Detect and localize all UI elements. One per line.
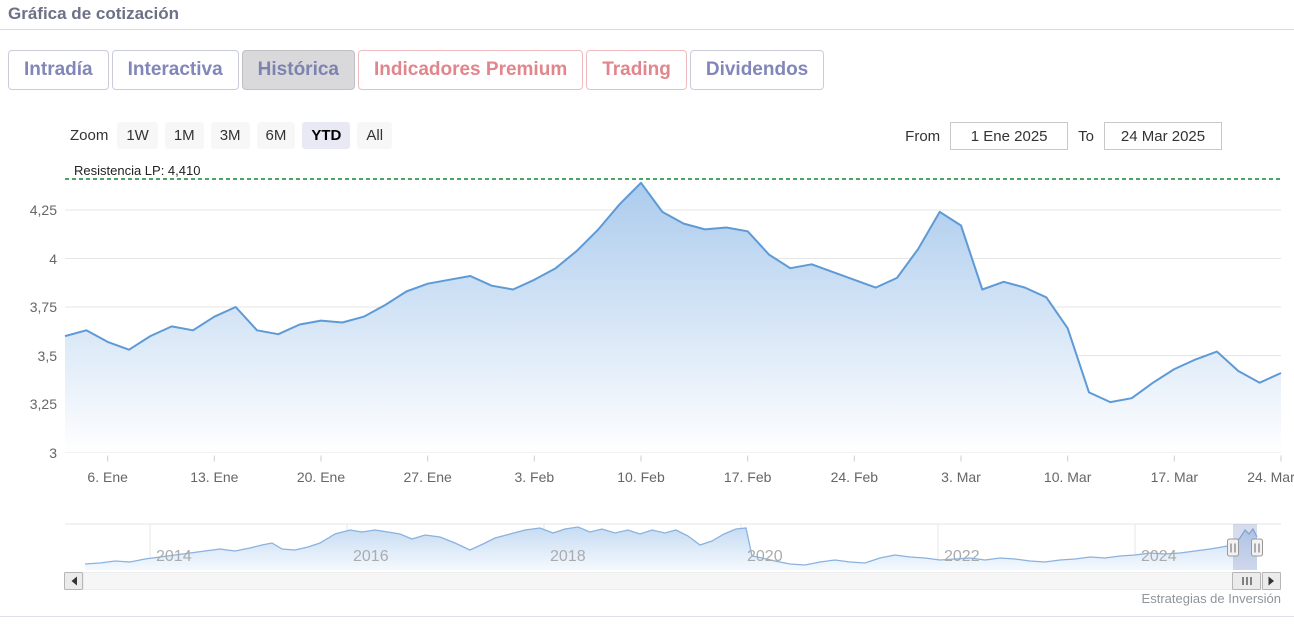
navigator-area xyxy=(85,527,1257,570)
attribution-text: Estrategias de Inversión xyxy=(1141,591,1281,606)
price-line xyxy=(64,181,1282,404)
y-axis-label-3,5: 3,5 xyxy=(37,347,57,364)
y-axis-label-3,25: 3,25 xyxy=(29,396,57,412)
tab-interactiva[interactable]: Interactiva xyxy=(111,50,239,90)
year-label-2022: 2022 xyxy=(944,548,980,565)
zoom-buttons: 1W 1M 3M 6M YTD All xyxy=(117,122,393,149)
x-axis-label-3.-mar: 3. Mar xyxy=(941,469,981,485)
x-axis-label-20.-ene: 20. Ene xyxy=(296,469,346,485)
navigator-handle-left[interactable] xyxy=(1227,538,1239,557)
x-axis-label-6.-ene: 6. Ene xyxy=(87,469,128,485)
tab-historica[interactable]: Histórica xyxy=(241,50,355,90)
zoom-button-1w[interactable]: 1W xyxy=(117,122,158,149)
from-label: From xyxy=(905,127,941,145)
x-axis-label-24.-feb: 24. Feb xyxy=(830,469,879,485)
zoom-preset-row: Zoom 1W 1M 3M 6M YTD All xyxy=(70,122,393,149)
year-label-2024: 2024 xyxy=(1141,548,1177,565)
x-axis-label-17.-mar: 17. Mar xyxy=(1150,469,1199,485)
bottom-divider xyxy=(0,616,1294,617)
y-axis-label-3: 3 xyxy=(49,444,57,461)
zoom-button-1m[interactable]: 1M xyxy=(164,122,204,149)
y-axis-label-4: 4 xyxy=(49,250,57,267)
resistance-annotation-label: Resistencia LP: 4,410 xyxy=(74,162,201,178)
navigator-line xyxy=(84,526,1258,566)
zoom-button-3m[interactable]: 3M xyxy=(210,122,250,149)
scrollbar-left-arrow-icon xyxy=(71,576,77,586)
x-axis-label-3.-feb: 3. Feb xyxy=(514,469,555,485)
tab-dividendos[interactable]: Dividendos xyxy=(689,50,825,90)
date-range-row: From To xyxy=(905,122,1222,150)
to-label: To xyxy=(1078,127,1094,145)
page-title: Gráfica de cotización xyxy=(8,4,179,23)
to-date-input[interactable] xyxy=(1104,122,1222,150)
from-date-input[interactable] xyxy=(950,122,1069,150)
navigator-handle-right[interactable] xyxy=(1251,538,1263,557)
y-axis-label-4,25: 4,25 xyxy=(29,202,57,218)
year-label-2020: 2020 xyxy=(747,548,783,565)
zoom-label: Zoom xyxy=(70,127,109,144)
zoom-button-6m[interactable]: 6M xyxy=(256,122,296,149)
price-area xyxy=(65,182,1281,453)
title-divider xyxy=(0,29,1294,30)
x-axis-label-10.-mar: 10. Mar xyxy=(1043,469,1092,485)
year-label-2014: 2014 xyxy=(156,548,192,565)
y-axis-label-3,75: 3,75 xyxy=(29,299,57,315)
year-label-2018: 2018 xyxy=(550,548,586,565)
tab-trading[interactable]: Trading xyxy=(586,50,687,90)
x-axis-label-24.-mar: 24. Mar xyxy=(1247,469,1294,485)
tab-indicadores-premium[interactable]: Indicadores Premium xyxy=(357,50,584,90)
scrollbar-track[interactable] xyxy=(83,572,1281,590)
chart-type-tabs: Intradía Interactiva Histórica Indicadores … xyxy=(8,50,825,90)
tab-intradia[interactable]: Intradía xyxy=(8,50,109,90)
x-axis-label-13.-ene: 13. Ene xyxy=(190,469,239,485)
x-axis-label-27.-ene: 27. Ene xyxy=(403,469,452,485)
scrollbar-right-arrow-icon xyxy=(1268,576,1274,586)
year-label-2016: 2016 xyxy=(353,548,389,565)
x-axis-label-10.-feb: 10. Feb xyxy=(617,469,665,485)
x-axis-label-17.-feb: 17. Feb xyxy=(723,469,772,485)
zoom-button-ytd[interactable]: YTD xyxy=(302,122,351,149)
zoom-button-all[interactable]: All xyxy=(357,122,393,149)
